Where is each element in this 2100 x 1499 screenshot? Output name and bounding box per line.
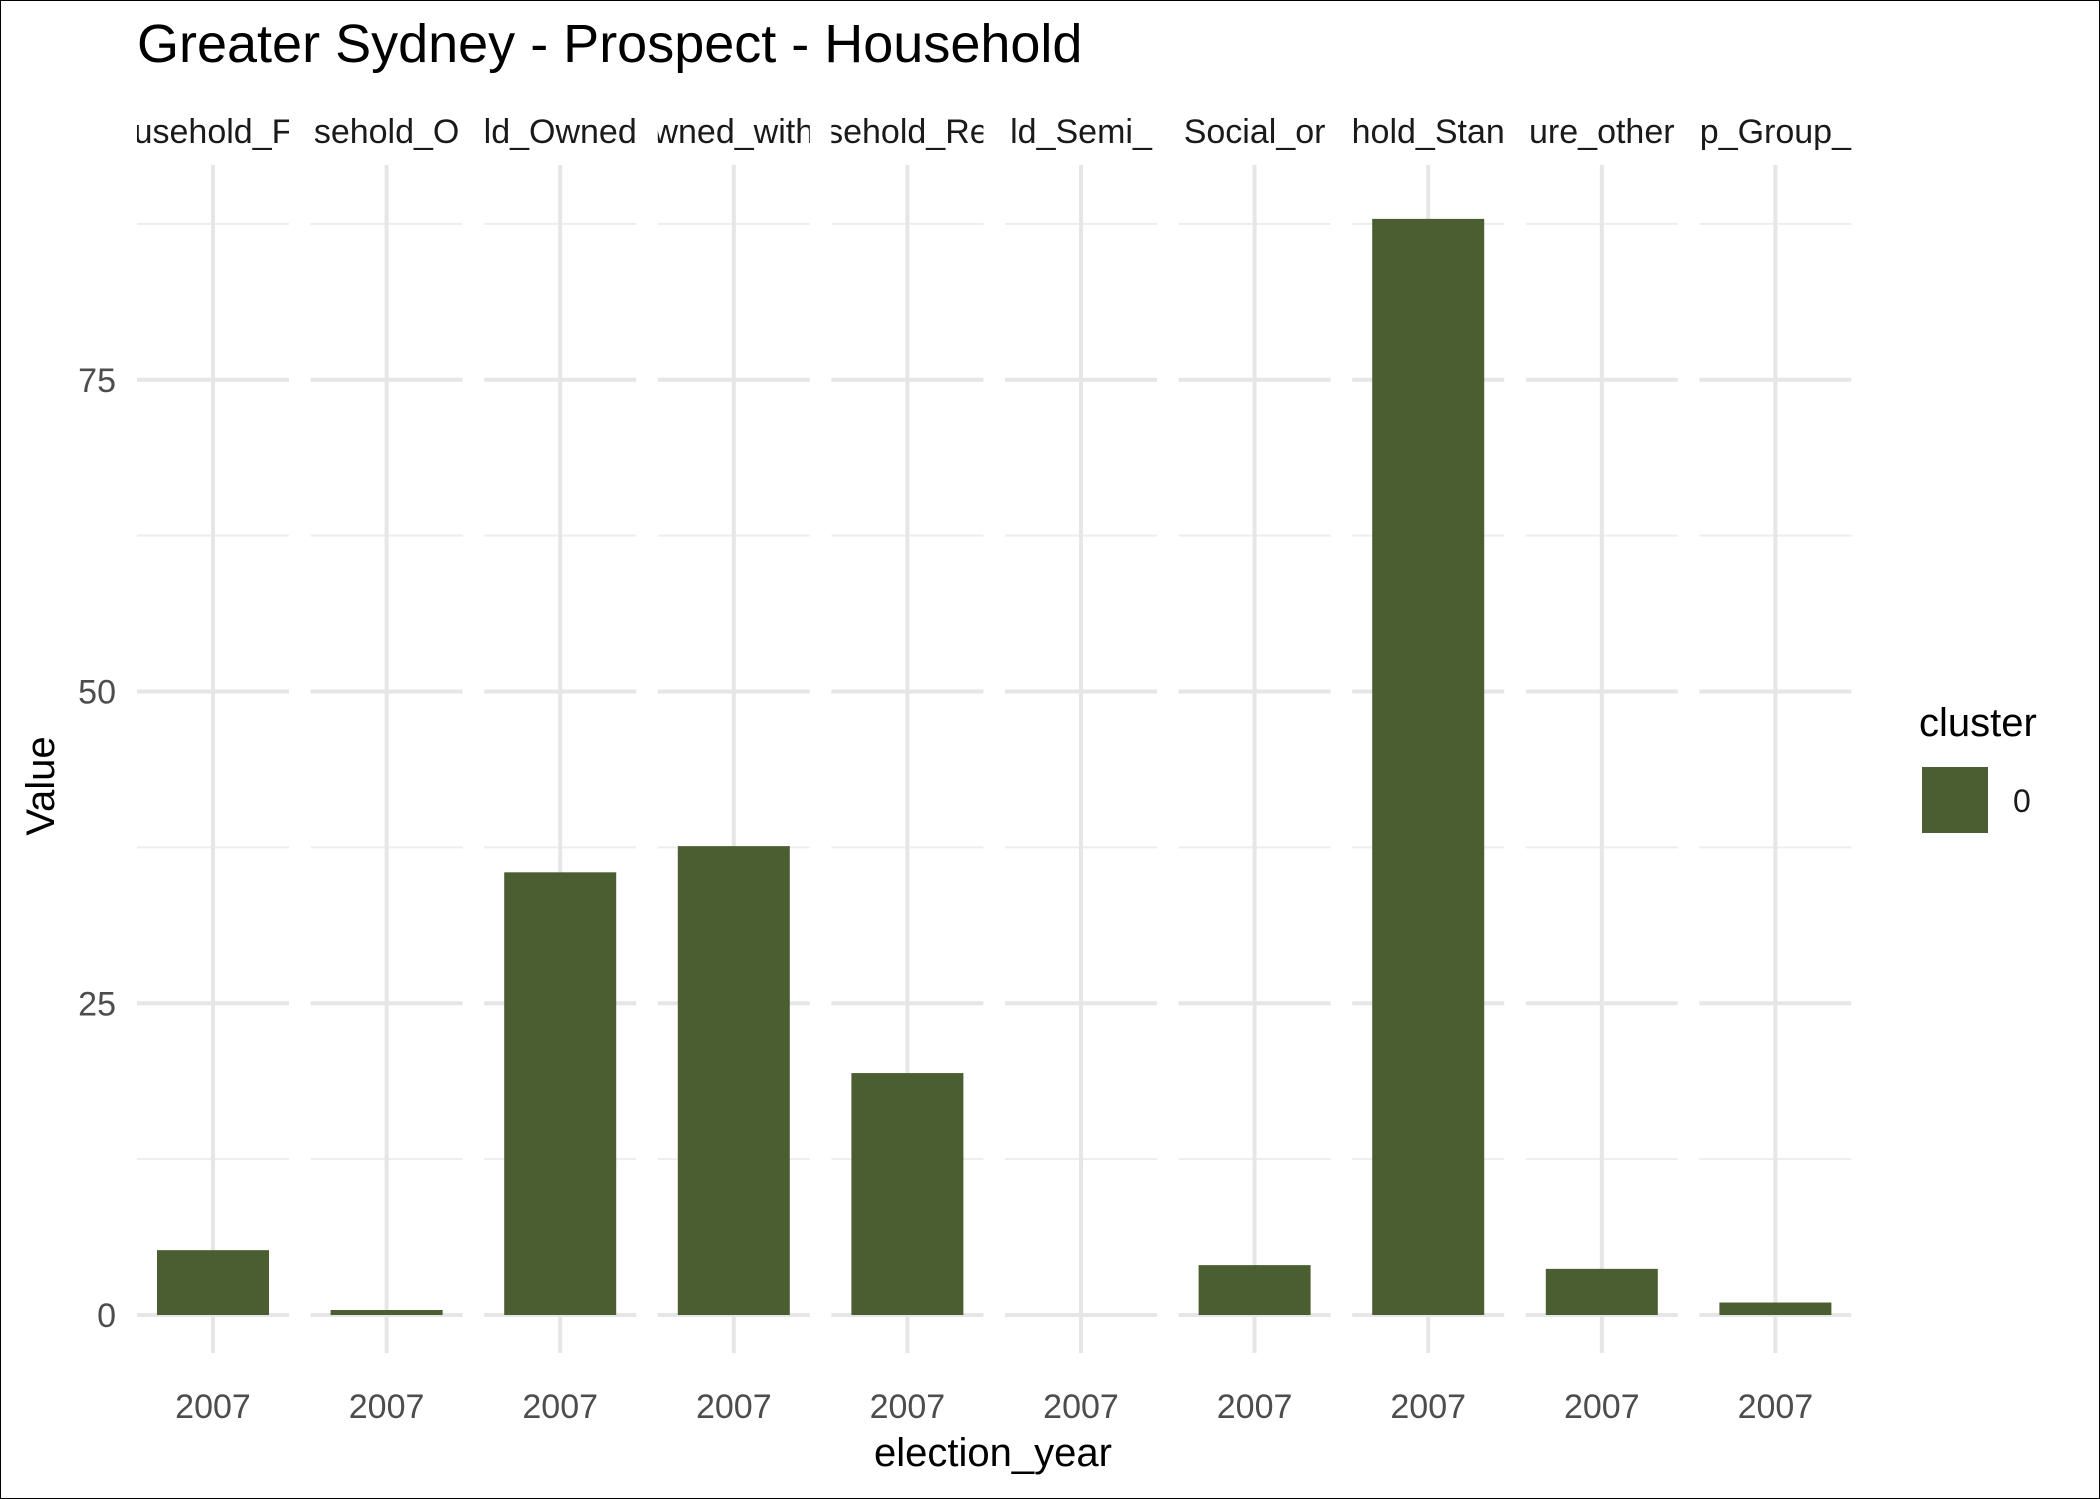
gridlines xyxy=(137,165,1852,1353)
facet-strip-label: hold_Stan xyxy=(1352,113,1505,151)
bar xyxy=(1198,1265,1311,1315)
x-tick-label: 2007 xyxy=(1738,1388,1814,1426)
x-tick-label: 2007 xyxy=(1564,1388,1640,1426)
bar xyxy=(677,846,790,1315)
facet-strip-label: p_Group_ xyxy=(1700,113,1852,151)
bar xyxy=(157,1250,269,1315)
y-axis-ticks: 0 25 50 75 xyxy=(78,362,116,1335)
chart-title: Greater Sydney - Prospect - Household xyxy=(137,14,1082,74)
bar xyxy=(504,872,617,1315)
facet-strip-label: ure_other xyxy=(1529,113,1675,151)
facet-strip-label: sehold_Re xyxy=(826,113,989,151)
bar xyxy=(1719,1302,1832,1315)
y-tick-label: 25 xyxy=(78,985,116,1023)
x-tick-label: 2007 xyxy=(1217,1388,1293,1426)
facet-strip-label: sehold_O xyxy=(314,113,460,151)
x-axis-ticks: 2007 2007 2007 2007 2007 2007 2007 2007 2007 2007 xyxy=(175,1388,1813,1426)
x-axis-title: election_year xyxy=(874,1431,1112,1475)
y-axis-title: Value xyxy=(19,736,63,835)
facet-strip-label: ld_Owned xyxy=(484,113,637,151)
x-tick-label: 2007 xyxy=(1390,1388,1466,1426)
x-tick-label: 2007 xyxy=(349,1388,425,1426)
y-tick-label: 75 xyxy=(78,362,116,400)
facet-strip-label: Social_or xyxy=(1184,113,1326,151)
x-tick-label: 2007 xyxy=(175,1388,251,1426)
y-tick-label: 0 xyxy=(97,1297,116,1335)
facet-strip-label: wned_with xyxy=(652,113,814,151)
bar xyxy=(1372,218,1485,1316)
legend: cluster 0 xyxy=(1919,701,2037,833)
bar xyxy=(1545,1268,1658,1315)
facet-strips: usehold_F sehold_O ld_Owned wned_with sehold… xyxy=(134,113,1852,151)
legend-title: cluster xyxy=(1919,701,2037,745)
bars xyxy=(157,218,1832,1316)
facet-strip-label: ld_Semi_ xyxy=(1010,113,1153,151)
x-tick-label: 2007 xyxy=(870,1388,946,1426)
bar xyxy=(851,1073,964,1315)
legend-label: 0 xyxy=(2013,783,2031,819)
x-tick-label: 2007 xyxy=(696,1388,772,1426)
facet-strip-label: usehold_F xyxy=(134,113,293,151)
legend-key xyxy=(1922,767,1988,833)
y-tick-label: 50 xyxy=(78,674,116,712)
x-tick-label: 2007 xyxy=(1043,1388,1119,1426)
x-tick-label: 2007 xyxy=(522,1388,598,1426)
bar xyxy=(330,1310,443,1315)
